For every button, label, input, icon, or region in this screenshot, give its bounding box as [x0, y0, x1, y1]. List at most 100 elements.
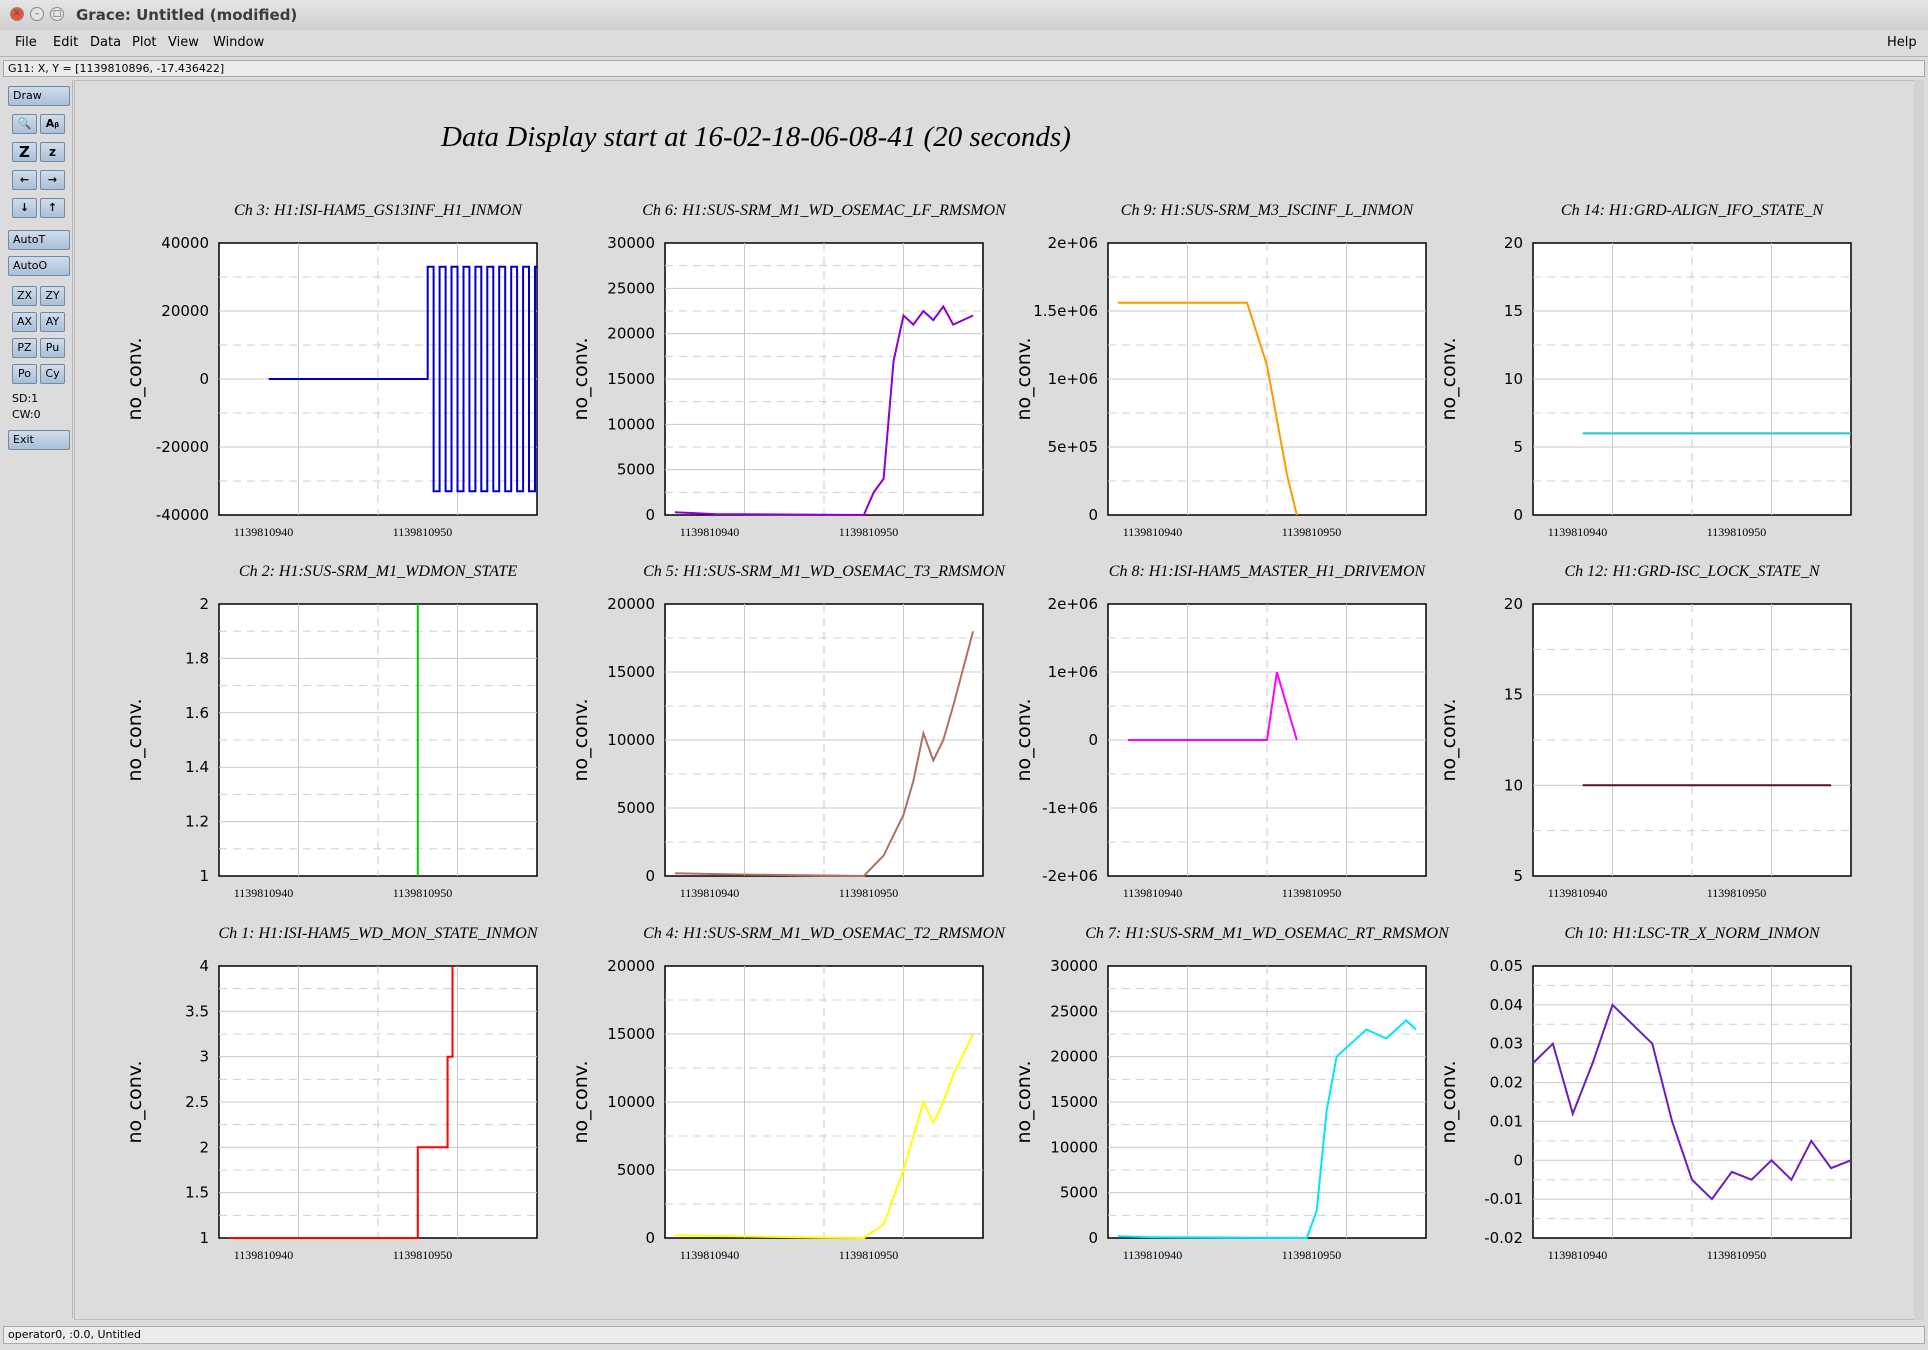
text-tool-button[interactable]: Aᵦ [40, 114, 65, 134]
coordinate-readout: G11: X, Y = [1139810896, -17.436422] [3, 60, 1925, 77]
arrow-left-icon: ← [19, 173, 30, 186]
x-tick-label: 1139810940 [234, 1248, 294, 1262]
ax-button[interactable]: AX [12, 312, 37, 332]
y-tick-label: 5000 [1060, 1184, 1098, 1202]
zy-button[interactable]: ZY [40, 286, 65, 306]
ay-button[interactable]: AY [40, 312, 65, 332]
x-tick-label: 1139810950 [1707, 886, 1767, 900]
cy-button[interactable]: Cy [40, 364, 65, 384]
series-line [674, 1033, 974, 1240]
y-tick-label: 20000 [607, 325, 655, 343]
pu-button[interactable]: Pu [40, 338, 65, 358]
y-axis-label: no_conv. [570, 1060, 592, 1143]
chart-11: 30000 25000 20000 15000 10000 5000 0 1139810940… [1013, 925, 1450, 1262]
x-tick-label: 1139810940 [1123, 525, 1183, 539]
menu-edit[interactable]: Edit [53, 35, 79, 50]
scroll-up-button[interactable]: ↑ [40, 198, 65, 218]
y-tick-label: 20 [1504, 595, 1523, 613]
y-tick-label: 0.02 [1490, 1074, 1523, 1092]
y-tick-label: 0.05 [1490, 957, 1523, 975]
y-tick-label: 2e+06 [1048, 234, 1098, 252]
y-tick-label: 2.5 [185, 1093, 209, 1111]
zoom-small-button[interactable]: z [40, 142, 65, 162]
x-tick-label: 1139810940 [234, 525, 294, 539]
close-window-icon[interactable]: ✕ [10, 7, 24, 21]
y-axis-label: no_conv. [570, 337, 592, 420]
y-axis-label: no_conv. [124, 337, 146, 420]
y-tick-label: -40000 [156, 506, 209, 524]
exit-button[interactable]: Exit [8, 430, 70, 450]
chart-title: Ch 5: H1:SUS-SRM_M1_WD_OSEMAC_T3_RMSMON [643, 563, 1006, 580]
y-tick-label: 10000 [607, 1093, 655, 1111]
y-tick-label: 15000 [1050, 1093, 1098, 1111]
minimize-window-icon[interactable]: – [30, 7, 44, 21]
chart-8: 20 15 10 5 1139810940 1139810950 Ch 12: H1:GRD… [1438, 563, 1852, 900]
y-tick-label: -2e+06 [1042, 867, 1098, 885]
x-tick-label: 1139810950 [1282, 886, 1342, 900]
menu-file[interactable]: File [15, 35, 37, 50]
series-line [1532, 1003, 1852, 1201]
menu-view[interactable]: View [168, 35, 199, 50]
y-tick-label: 10000 [1050, 1138, 1098, 1156]
scroll-left-button[interactable]: ← [12, 170, 37, 190]
y-tick-label: 5000 [617, 799, 655, 817]
y-tick-label: 40000 [161, 234, 209, 252]
title-bar: ✕ – □ Grace: Untitled (modified) [0, 0, 1928, 31]
maximize-window-icon[interactable]: □ [50, 7, 64, 21]
arrow-right-icon: → [47, 173, 58, 186]
menu-plot[interactable]: Plot [132, 35, 157, 50]
x-tick-label: 1139810940 [680, 886, 740, 900]
chart-1: 40000 20000 0 -20000 -40000 1139810940 1139810… [124, 202, 538, 539]
scroll-down-button[interactable]: ↓ [12, 198, 37, 218]
x-tick-label: 1139810950 [839, 525, 899, 539]
menu-data[interactable]: Data [90, 35, 122, 50]
y-tick-label: 15 [1504, 686, 1523, 704]
autoo-button[interactable]: AutoO [8, 256, 70, 276]
series-line [228, 966, 454, 1239]
chart-title: Ch 2: H1:SUS-SRM_M1_WDMON_STATE [239, 563, 517, 580]
series-line [1127, 671, 1298, 741]
y-tick-label: 1.5 [185, 1184, 209, 1202]
scroll-right-button[interactable]: → [40, 170, 65, 190]
zoom-magnifier-button[interactable]: 🔍 [12, 114, 37, 134]
y-tick-label: 20000 [607, 595, 655, 613]
autot-button[interactable]: AutoT [8, 230, 70, 250]
y-tick-label: 10 [1504, 776, 1523, 794]
y-tick-label: 4 [199, 957, 209, 975]
x-tick-label: 1139810950 [393, 1248, 453, 1262]
y-tick-label: 3 [199, 1048, 209, 1066]
arrow-up-icon: ↑ [47, 201, 58, 214]
menu-help[interactable]: Help [1887, 35, 1917, 50]
vertical-scrollbar[interactable] [1914, 80, 1924, 1320]
plot-canvas[interactable]: Data Display start at 16-02-18-06-08-41 … [74, 80, 1922, 1320]
y-tick-label: -0.02 [1484, 1229, 1523, 1247]
y-tick-label: 1 [199, 867, 209, 885]
zoom-button[interactable]: Z [12, 142, 37, 162]
y-tick-label: 1.4 [185, 758, 209, 776]
draw-button[interactable]: Draw [8, 86, 70, 106]
y-tick-label: 15000 [607, 1025, 655, 1043]
y-axis-label: no_conv. [1438, 337, 1460, 420]
menu-bar: File Edit Data Plot View Window Help [0, 30, 1928, 57]
x-tick-label: 1139810940 [1548, 525, 1608, 539]
zx-button[interactable]: ZX [12, 286, 37, 306]
series-line [1117, 1019, 1417, 1240]
po-button[interactable]: Po [12, 364, 37, 384]
y-tick-label: 0 [1088, 1229, 1098, 1247]
y-tick-label: 10000 [607, 731, 655, 749]
x-tick-label: 1139810940 [680, 525, 740, 539]
y-tick-label: 25000 [607, 279, 655, 297]
y-tick-label: 0 [645, 1229, 655, 1247]
y-tick-label: 5 [1513, 867, 1523, 885]
x-tick-label: 1139810950 [1707, 1248, 1767, 1262]
chart-title: Ch 9: H1:SUS-SRM_M3_ISCINF_L_INMON [1121, 202, 1415, 219]
series-line [268, 265, 537, 493]
text-tool-icon: Aᵦ [45, 117, 60, 130]
chart-title: Ch 1: H1:ISI-HAM5_WD_MON_STATE_INMON [218, 925, 538, 942]
menu-window[interactable]: Window [213, 35, 265, 50]
pz-button[interactable]: PZ [12, 338, 37, 358]
y-tick-label: 5000 [617, 461, 655, 479]
x-tick-label: 1139810940 [1548, 1248, 1608, 1262]
set-info: SD:1 [12, 392, 39, 405]
y-tick-label: 10000 [607, 415, 655, 433]
